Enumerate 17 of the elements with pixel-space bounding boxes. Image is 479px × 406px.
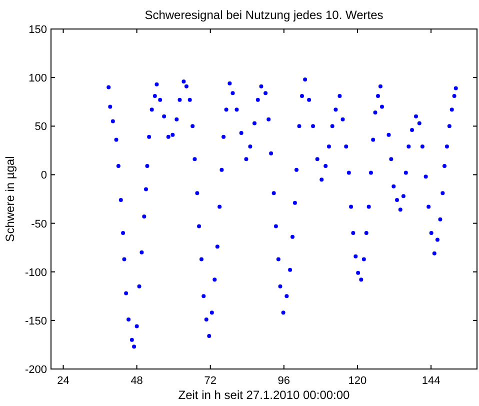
x-tick-label: 144 (422, 375, 440, 387)
y-tick-label: 0 (40, 170, 47, 182)
x-tick-label: 48 (130, 375, 143, 387)
y-tick-label: 50 (34, 121, 47, 134)
y-tick-label: -100 (24, 266, 47, 279)
y-tick-label: 150 (28, 24, 47, 36)
x-tick-label: 24 (57, 375, 70, 387)
y-tick-label: -150 (24, 315, 47, 328)
chart-title: Schweresignal bei Nutzung jedes 10. Wertes (144, 8, 384, 22)
y-tick-label: 100 (28, 72, 47, 85)
y-tick-label: -200 (24, 364, 47, 376)
x-axis-title: Zeit in h seit 27.1.2010 00:00:00 (178, 388, 350, 402)
x-tick-label: 120 (348, 375, 367, 387)
x-tick-label: 96 (278, 375, 290, 387)
y-tick-label: -50 (31, 218, 47, 230)
x-tick-label: 72 (204, 375, 216, 387)
y-axis-title: Schwere in µgal (3, 156, 17, 242)
